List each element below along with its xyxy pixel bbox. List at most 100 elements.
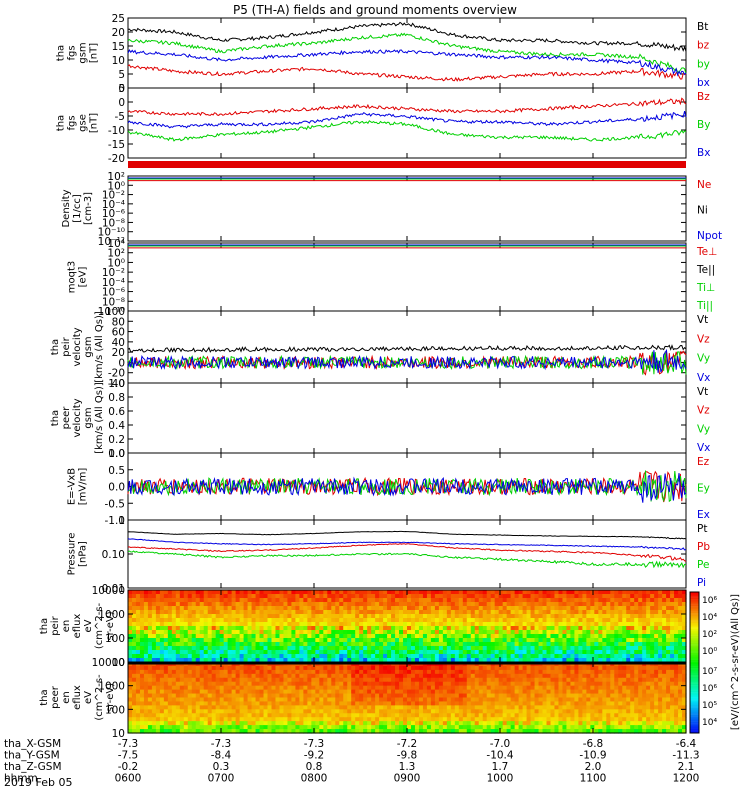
spectrogram-cell xyxy=(510,677,516,683)
spectrogram-cell xyxy=(682,646,687,651)
spectrogram-cell xyxy=(658,626,663,631)
spectrogram-cell xyxy=(642,665,647,671)
spectrogram-cell xyxy=(227,705,233,710)
spectrogram-cell xyxy=(654,665,659,671)
spectrogram-cell xyxy=(195,709,201,714)
spectrogram-cell xyxy=(594,622,599,627)
spectrogram-cell xyxy=(558,626,564,631)
spectrogram-cell xyxy=(578,654,583,659)
spectrogram-cell xyxy=(247,673,253,679)
spectrogram-cell xyxy=(235,590,241,595)
spectrogram-cell xyxy=(574,665,579,671)
spectrogram-cell xyxy=(678,701,683,706)
spectrogram-cell xyxy=(355,673,360,679)
spectrogram-cell xyxy=(590,614,595,619)
spectrogram-cell xyxy=(199,689,205,695)
spectrogram-cell xyxy=(387,598,392,603)
spectrogram-cell xyxy=(407,630,412,635)
spectrogram-cell xyxy=(582,685,587,691)
spectrogram-cell xyxy=(319,693,324,699)
spectrogram-cell xyxy=(155,669,161,675)
spectrogram-cell xyxy=(371,642,376,647)
spectrogram-cell xyxy=(598,614,603,619)
spectrogram-cell xyxy=(235,622,241,627)
spectrogram-cell xyxy=(307,673,312,679)
spectrogram-cell xyxy=(586,669,591,675)
spectrogram-cell xyxy=(622,614,627,619)
spectrogram-cell xyxy=(319,677,324,683)
spectrogram-cell xyxy=(558,713,564,718)
spectrogram-cell xyxy=(307,626,312,631)
spectrogram-cell xyxy=(391,646,396,651)
spectrogram-cell xyxy=(131,713,137,718)
spectrogram-cell xyxy=(562,713,568,718)
spectrogram-cell xyxy=(478,590,484,595)
spectrogram-cell xyxy=(618,618,623,623)
spectrogram-cell xyxy=(606,622,611,627)
spectrogram-cell xyxy=(359,634,364,639)
spectrogram-cell xyxy=(538,618,544,623)
spectrogram-cell xyxy=(646,713,651,718)
spectrogram-cell xyxy=(510,638,516,643)
spectrogram-cell xyxy=(606,705,611,710)
spectrogram-cell xyxy=(554,681,560,687)
spectrogram-cell xyxy=(255,693,261,699)
y-tick-label: -15 xyxy=(108,139,125,151)
spectrogram-cell xyxy=(510,701,516,706)
spectrogram-cell xyxy=(271,642,277,647)
spectrogram-cell xyxy=(287,673,293,679)
spectrogram-cell xyxy=(614,614,619,619)
spectrogram-cell xyxy=(231,654,237,659)
spectrogram-cell xyxy=(179,709,185,714)
spectrogram-cell xyxy=(542,618,548,623)
spectrogram-cell xyxy=(530,693,536,699)
spectrogram-cell xyxy=(614,717,619,722)
spectrogram-cell xyxy=(486,713,492,718)
spectrogram-cell xyxy=(642,689,647,695)
spectrogram-cell xyxy=(171,638,177,643)
spectrogram-cell xyxy=(271,681,277,687)
spectrogram-cell xyxy=(430,594,436,599)
spectrogram-cell xyxy=(203,709,209,714)
spectrogram-cell xyxy=(546,697,552,703)
spectrogram-cell xyxy=(155,701,161,706)
spectrogram-cell xyxy=(574,709,579,714)
spectrogram-cell xyxy=(562,598,568,603)
spectrogram-cell xyxy=(434,693,440,699)
spectrogram-cell xyxy=(550,646,556,651)
spectrogram-cell xyxy=(367,654,372,659)
spectrogram-cell xyxy=(323,622,328,627)
spectrogram-cell xyxy=(271,638,277,643)
spectrogram-cell xyxy=(670,697,675,703)
spectrogram-cell xyxy=(131,677,137,683)
spectrogram-cell xyxy=(339,598,344,603)
spectrogram-cell xyxy=(494,630,500,635)
spectrogram-cell xyxy=(502,693,508,699)
spectrogram-cell xyxy=(658,697,663,703)
spectrogram-cell xyxy=(622,705,627,710)
spectrogram-cell xyxy=(143,713,149,718)
spectrogram-cell xyxy=(287,689,293,695)
spectrogram-cell xyxy=(307,713,312,718)
spectrogram-cell xyxy=(151,669,157,675)
spectrogram-cell xyxy=(263,650,269,655)
spectrogram-cell xyxy=(191,677,197,683)
spectrogram-cell xyxy=(426,709,432,714)
spectrogram-cell xyxy=(239,654,245,659)
spectrogram-cell xyxy=(307,594,312,599)
spectrogram-cell xyxy=(195,673,201,679)
spectrogram-cell xyxy=(359,650,364,655)
spectrogram-cell xyxy=(414,590,420,595)
spectrogram-cell xyxy=(287,642,293,647)
y-axis-label: gse xyxy=(78,114,89,132)
spectrogram-cell xyxy=(450,606,456,611)
spectrogram-cell xyxy=(550,705,556,710)
spectrogram-cell xyxy=(418,689,424,695)
spectrogram-cell xyxy=(403,614,408,619)
spectrogram-cell xyxy=(470,685,476,691)
spectrogram-cell xyxy=(383,709,388,714)
spectrogram-cell xyxy=(430,630,436,635)
y-axis-label: gsm xyxy=(83,336,94,357)
spectrogram-cell xyxy=(546,658,552,663)
spectrogram-cell xyxy=(618,709,623,714)
